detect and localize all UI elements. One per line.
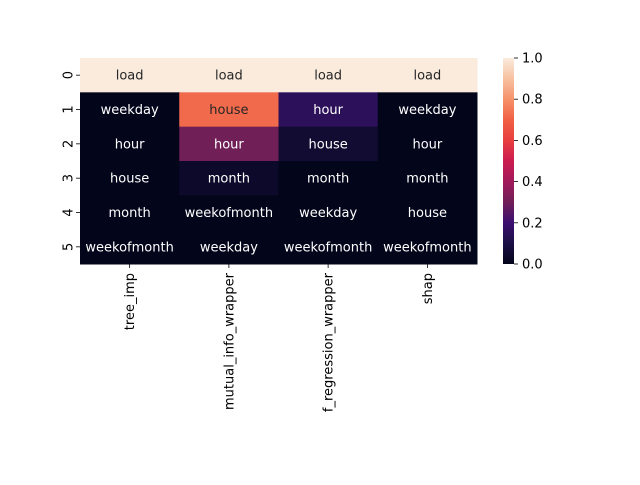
heatmap-cell: [179, 126, 279, 162]
heatmap-cell: [278, 126, 379, 162]
heatmap-cell: [80, 126, 180, 162]
cell-annotation: hour: [115, 137, 145, 152]
y-tick-label: 1: [62, 105, 77, 113]
cell-annotation: hour: [412, 137, 442, 152]
cell-annotation: house: [209, 103, 248, 118]
cell-annotation: weekday: [200, 240, 258, 255]
heatmap-cell: [377, 229, 478, 265]
heatmap-cells: [80, 58, 478, 265]
cell-annotation: hour: [313, 103, 343, 118]
colorbar-gradient: [503, 58, 514, 264]
cell-annotation: house: [110, 172, 149, 187]
heatmap-cell: [278, 195, 379, 231]
heatmap-cell: [80, 92, 180, 128]
x-tick-label: f_regression_wrapper: [322, 272, 337, 412]
heatmap-cell: [377, 161, 478, 196]
cell-annotation: weekofmonth: [185, 206, 273, 221]
cell-annotation: load: [413, 69, 441, 84]
heatmap-cell: [179, 58, 279, 93]
cell-annotation: month: [208, 172, 250, 187]
heatmap-cell: [377, 92, 478, 128]
y-tick-label: 0: [62, 71, 77, 79]
cell-annotation: month: [109, 206, 151, 221]
heatmap-cell: [80, 58, 180, 93]
cell-annotation: weekday: [101, 103, 159, 118]
x-tick-label: tree_imp: [123, 273, 138, 330]
x-tick-label: mutual_info_wrapper: [222, 272, 237, 410]
cell-annotation: weekday: [398, 103, 456, 118]
heatmap-cell: [278, 58, 379, 93]
heatmap-cell: [377, 126, 478, 162]
cell-annotation: weekday: [299, 206, 357, 221]
cell-annotation: load: [116, 69, 144, 84]
cell-annotation: month: [307, 172, 349, 187]
heatmap-cell: [377, 58, 478, 93]
heatmap-cell: [179, 229, 279, 265]
heatmap-cell: [80, 229, 180, 265]
colorbar-tick-label: 0.4: [522, 175, 543, 190]
heatmap-cell: [179, 92, 279, 128]
cell-annotation: house: [309, 137, 348, 152]
cell-annotation: hour: [214, 137, 244, 152]
x-axis: tree_imp mutual_info_wrapper f_regression_…: [123, 264, 436, 412]
cell-annotation: load: [314, 69, 342, 84]
colorbar-tick-label: 0.6: [522, 134, 543, 149]
heatmap-cell: [377, 195, 478, 231]
cell-annotation: month: [406, 172, 448, 187]
colorbar-tick-label: 0.0: [522, 258, 543, 273]
y-tick-label: 2: [62, 140, 77, 148]
y-tick-label: 4: [62, 208, 77, 216]
cell-annotation: weekofmonth: [284, 240, 372, 255]
cell-annotation: weekofmonth: [383, 240, 471, 255]
cell-annotation: load: [215, 69, 243, 84]
y-axis: 0 1 2 3 4 5: [62, 71, 80, 251]
y-tick-label: 3: [62, 174, 77, 182]
heatmap-cell: [278, 229, 379, 265]
colorbar: 0.0 0.2 0.4 0.6 0.8 1.0: [503, 52, 543, 273]
cell-annotations: load load load load weekday house hour weekday h…: [85, 69, 471, 256]
heatmap-cell: [179, 161, 279, 196]
heatmap-cell: [278, 92, 379, 128]
cell-annotation: house: [408, 206, 447, 221]
colorbar-tick-label: 1.0: [522, 52, 543, 67]
colorbar-tick-label: 0.2: [522, 216, 543, 231]
colorbar-tick-label: 0.8: [522, 93, 543, 108]
heatmap-cell: [80, 161, 180, 196]
cell-annotation: weekofmonth: [85, 240, 173, 255]
heatmap-cell: [278, 161, 379, 196]
x-tick-label: shap: [421, 273, 436, 304]
heatmap-cell: [179, 195, 279, 231]
y-tick-label: 5: [62, 243, 77, 251]
heatmap-cell: [80, 195, 180, 231]
